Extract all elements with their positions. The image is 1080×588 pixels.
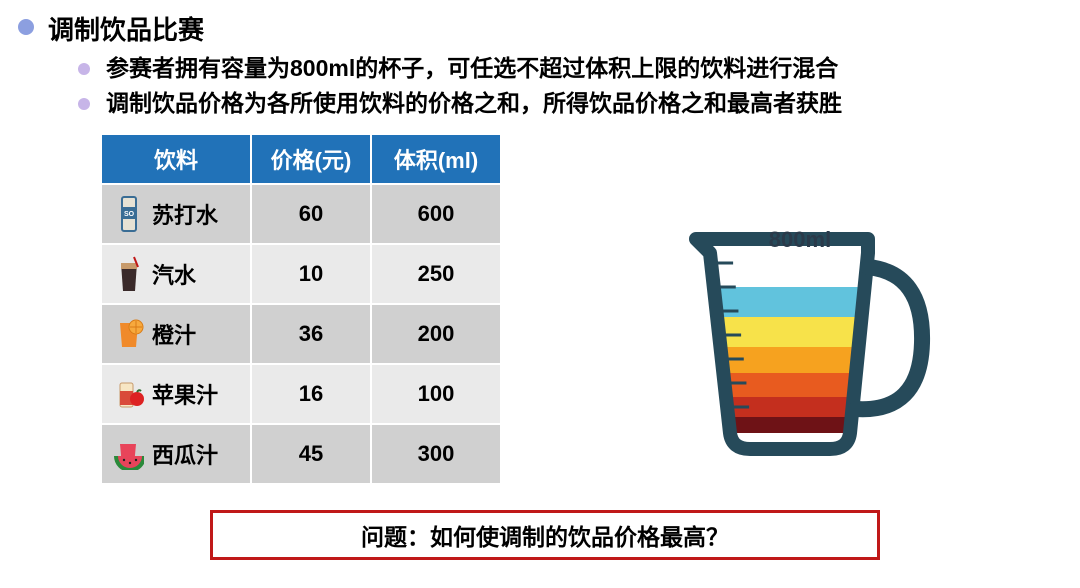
svg-text:SO: SO	[124, 211, 135, 218]
drink-name: 西瓜汁	[152, 438, 218, 470]
question-text: 问题：如何使调制的饮品价格最高？	[361, 518, 729, 552]
drink-table: 饮料 价格(元) 体积(ml) SO 苏打水 60600 汽水 10250 橙汁 36200…	[100, 133, 502, 485]
title-row: 调制饮品比赛	[18, 10, 1080, 47]
table-row: 汽水 10250	[101, 244, 501, 304]
drink-volume: 100	[371, 364, 501, 424]
bullet-level2-icon	[78, 63, 90, 75]
drink-volume: 300	[371, 424, 501, 484]
drink-table-wrap: 饮料 价格(元) 体积(ml) SO 苏打水 60600 汽水 10250 橙汁 36200…	[100, 133, 502, 485]
soda-icon: SO	[114, 195, 144, 233]
drink-volume: 250	[371, 244, 501, 304]
table-row: 橙汁 36200	[101, 304, 501, 364]
table-row: 苹果汁 16100	[101, 364, 501, 424]
bullet-level1-icon	[18, 19, 34, 35]
drink-price: 60	[251, 184, 371, 244]
orange-icon	[114, 315, 144, 353]
table-row: 西瓜汁 45300	[101, 424, 501, 484]
drink-name: 橙汁	[152, 318, 196, 350]
watermelon-icon	[114, 435, 144, 473]
sub-bullet-text: 调制饮品价格为各所使用饮料的价格之和，所得饮品价格之和最高者获胜	[106, 88, 842, 119]
measuring-cup: 800ml	[650, 193, 950, 478]
drink-price: 36	[251, 304, 371, 364]
drink-price: 10	[251, 244, 371, 304]
drink-price: 16	[251, 364, 371, 424]
drink-volume: 600	[371, 184, 501, 244]
sub-bullet-text: 参赛者拥有容量为800ml的杯子，可任选不超过体积上限的饮料进行混合	[106, 53, 838, 84]
bullet-level2-icon	[78, 98, 90, 110]
page-title: 调制饮品比赛	[48, 10, 204, 47]
question-box: 问题：如何使调制的饮品价格最高？	[210, 510, 880, 560]
sub-bullet-list: 参赛者拥有容量为800ml的杯子，可任选不超过体积上限的饮料进行混合 调制饮品价…	[78, 53, 1080, 119]
table-header-price: 价格(元)	[251, 134, 371, 184]
table-header-name: 饮料	[101, 134, 251, 184]
sub-bullet-item: 调制饮品价格为各所使用饮料的价格之和，所得饮品价格之和最高者获胜	[78, 88, 1080, 119]
apple-icon	[114, 375, 144, 413]
table-row: SO 苏打水 60600	[101, 184, 501, 244]
cup-capacity-label: 800ml	[769, 227, 831, 252]
drink-name: 汽水	[152, 258, 196, 290]
drink-volume: 200	[371, 304, 501, 364]
cola-icon	[114, 255, 144, 293]
sub-bullet-item: 参赛者拥有容量为800ml的杯子，可任选不超过体积上限的饮料进行混合	[78, 53, 1080, 84]
cup-icon: 800ml	[650, 193, 950, 473]
table-header-volume: 体积(ml)	[371, 134, 501, 184]
drink-name: 苏打水	[152, 198, 218, 230]
drink-name: 苹果汁	[152, 378, 218, 410]
drink-price: 45	[251, 424, 371, 484]
